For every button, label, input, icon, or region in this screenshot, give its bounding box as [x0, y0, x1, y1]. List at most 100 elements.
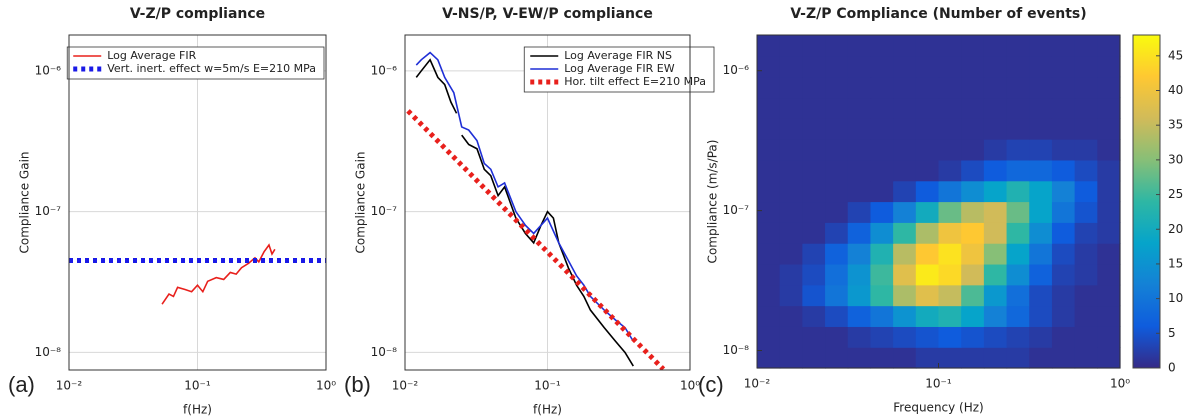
- heatmap-cell: [847, 159, 872, 182]
- heatmap-cell: [1097, 263, 1121, 286]
- heatmap-cell: [938, 97, 962, 119]
- heatmap-cell: [915, 284, 940, 307]
- heatmap-cell: [1006, 263, 1030, 286]
- heatmap-cell: [983, 139, 1008, 161]
- heatmap-cell: [1029, 201, 1053, 223]
- colorbar: [1132, 34, 1161, 369]
- plot-frame: [404, 34, 691, 371]
- colorbar-tick-label: 35: [1168, 118, 1183, 132]
- heatmap-cell: [847, 139, 872, 161]
- heatmap-cell: [961, 76, 985, 99]
- heatmap-cell: [779, 243, 803, 265]
- y-tick-label: 10⁻⁷: [723, 203, 750, 217]
- heatmap-cell: [825, 347, 849, 369]
- heatmap-cell: [825, 159, 849, 182]
- heatmap-cell: [802, 284, 826, 307]
- x-tick-label: 10⁻²: [744, 377, 771, 391]
- heatmap-cell: [847, 35, 872, 57]
- heatmap-cell: [961, 180, 985, 203]
- heatmap-cell: [757, 76, 781, 99]
- heatmap-cell: [870, 263, 894, 286]
- y-axis-label: Compliance (m/s/Pa): [706, 140, 720, 264]
- panel-label: (b): [344, 372, 371, 397]
- heatmap-cell: [961, 35, 985, 57]
- heatmap-cell: [779, 305, 803, 327]
- heatmap-cell: [1097, 222, 1121, 244]
- colorbar-tick-label: 30: [1168, 152, 1183, 166]
- heatmap-cell: [870, 76, 894, 99]
- heatmap-cell: [802, 76, 826, 99]
- heatmap-cell: [1097, 284, 1121, 307]
- series-line: [161, 243, 276, 305]
- chart-title: V-Z/P Compliance (Number of events): [790, 6, 1086, 22]
- heatmap-cell: [757, 180, 781, 203]
- plot-content: [757, 35, 1121, 369]
- heatmap-cell: [779, 263, 803, 286]
- heatmap-cell: [870, 326, 894, 348]
- heatmap-cell: [915, 347, 940, 369]
- x-tick-label: 10⁰: [1110, 377, 1130, 391]
- heatmap-cell: [893, 97, 917, 119]
- heatmap-cell: [802, 139, 826, 161]
- colorbar-tick-label: 5: [1168, 326, 1176, 340]
- heatmap-cell: [1051, 347, 1076, 369]
- series-line: [415, 51, 634, 342]
- heatmap-cell: [825, 222, 849, 244]
- heatmap-cell: [825, 305, 849, 327]
- heatmap-cell: [802, 35, 826, 57]
- heatmap-cell: [915, 139, 940, 161]
- heatmap-cell: [1074, 284, 1098, 307]
- heatmap-cell: [825, 243, 849, 265]
- heatmap-cell: [1097, 201, 1121, 223]
- heatmap-cell: [893, 326, 917, 348]
- heatmap-cell: [757, 243, 781, 265]
- heatmap-cell: [1006, 76, 1030, 99]
- heatmap-cell: [825, 139, 849, 161]
- x-tick-label: 10⁻²: [392, 379, 419, 393]
- heatmap-cell: [1074, 97, 1098, 119]
- heatmap-cell: [893, 76, 917, 99]
- heatmap-cell: [779, 201, 803, 223]
- heatmap-cell: [915, 180, 940, 203]
- heatmap-cell: [1029, 180, 1053, 203]
- heatmap-cell: [961, 159, 985, 182]
- heatmap-cell: [915, 305, 940, 327]
- heatmap-cell: [825, 201, 849, 223]
- y-tick-label: 10⁻⁶: [371, 63, 398, 77]
- heatmap-cell: [961, 326, 985, 348]
- y-tick-label: 10⁻⁶: [35, 63, 62, 77]
- heatmap-cell: [938, 347, 962, 369]
- series-line: [415, 58, 634, 367]
- heatmap-cell: [893, 305, 917, 327]
- heatmap-cell: [847, 76, 872, 99]
- heatmap-cell: [1006, 326, 1030, 348]
- heatmap-cell: [757, 139, 781, 161]
- heatmap-cell: [1029, 263, 1053, 286]
- heatmap-cell: [983, 118, 1008, 140]
- heatmap-cell: [870, 35, 894, 57]
- heatmap-cell: [893, 139, 917, 161]
- heatmap-cell: [1051, 118, 1076, 140]
- legend-label: Vert. inert. effect w=5m/s E=210 MPa: [107, 62, 316, 75]
- heatmap-cell: [1051, 35, 1076, 57]
- heatmap-cell: [1029, 118, 1053, 140]
- y-axis-label: Compliance Gain: [354, 151, 368, 253]
- heatmap-cell: [1074, 243, 1098, 265]
- heatmap-cell: [915, 55, 940, 78]
- heatmap-cell: [938, 180, 962, 203]
- heatmap-cell: [757, 263, 781, 286]
- heatmap-cell: [938, 159, 962, 182]
- heatmap-cell: [779, 284, 803, 307]
- colorbar-tick-label: 15: [1168, 256, 1183, 270]
- heatmap-cell: [779, 347, 803, 369]
- heatmap-cell: [893, 263, 917, 286]
- heatmap-cell: [961, 243, 985, 265]
- x-tick-label: 10⁻¹: [184, 379, 211, 393]
- heatmap-cell: [847, 201, 872, 223]
- heatmap-cell: [1097, 118, 1121, 140]
- heatmap-cell: [983, 159, 1008, 182]
- heatmap-cell: [938, 76, 962, 99]
- heatmap-cell: [1051, 263, 1076, 286]
